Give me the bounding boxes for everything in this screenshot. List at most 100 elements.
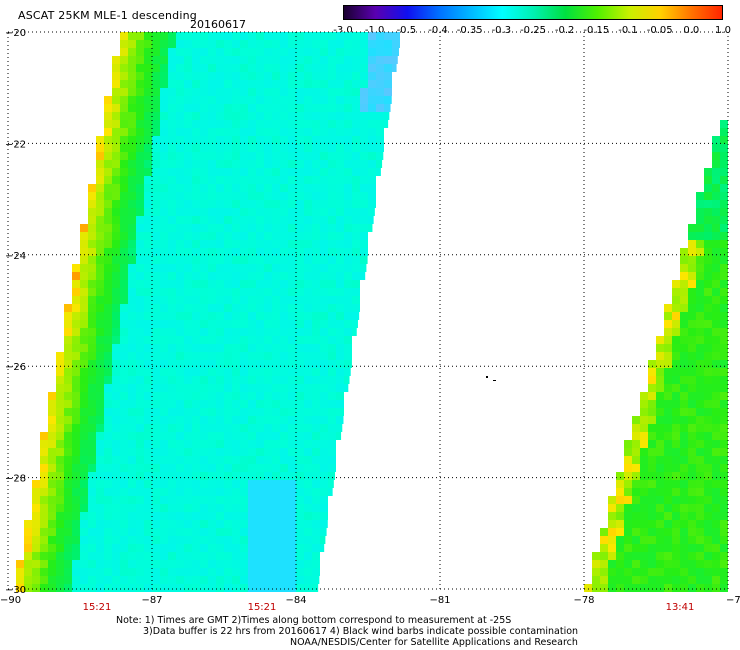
data-cell — [248, 528, 256, 536]
data-cell — [184, 136, 192, 144]
data-cell — [264, 584, 272, 592]
data-cell — [360, 96, 368, 104]
data-cell — [208, 376, 216, 384]
data-cell — [696, 504, 704, 512]
data-cell — [64, 544, 72, 552]
data-cell — [264, 360, 272, 368]
data-cell — [616, 544, 624, 552]
data-cell — [112, 192, 120, 200]
data-cell — [128, 96, 136, 104]
data-cell — [176, 376, 184, 384]
data-cell — [64, 320, 72, 328]
data-cell — [296, 40, 304, 48]
data-cell — [696, 520, 704, 528]
data-cell — [280, 256, 288, 264]
data-cell — [152, 264, 160, 272]
data-cell — [184, 368, 192, 376]
data-cell — [720, 296, 728, 304]
data-cell — [712, 464, 720, 472]
data-cell — [216, 104, 224, 112]
data-cell — [664, 328, 672, 336]
data-cell — [208, 496, 216, 504]
data-cell — [240, 272, 248, 280]
data-cell — [216, 216, 224, 224]
data-cell — [272, 208, 280, 216]
data-cell — [264, 464, 272, 472]
data-cell — [280, 128, 288, 136]
data-cell — [280, 544, 288, 552]
data-cell — [224, 128, 232, 136]
data-cell — [72, 376, 80, 384]
data-cell — [256, 88, 264, 96]
data-cell — [168, 384, 176, 392]
data-cell — [80, 296, 88, 304]
data-cell — [216, 296, 224, 304]
data-cell — [280, 104, 288, 112]
data-cell — [96, 152, 104, 160]
data-cell — [672, 440, 680, 448]
data-cell — [56, 528, 64, 536]
data-cell — [208, 520, 216, 528]
data-cell — [384, 88, 392, 96]
data-cell — [80, 328, 88, 336]
data-cell — [104, 304, 112, 312]
data-cell — [624, 440, 632, 448]
data-cell — [320, 456, 328, 464]
data-cell — [128, 152, 136, 160]
data-cell — [208, 144, 216, 152]
data-cell — [200, 408, 208, 416]
data-cell — [216, 272, 224, 280]
data-cell — [312, 432, 320, 440]
data-cell — [112, 112, 120, 120]
data-cell — [272, 192, 280, 200]
data-cell — [304, 40, 312, 48]
data-cell — [288, 136, 296, 144]
data-cell — [56, 360, 64, 368]
data-cell — [304, 576, 312, 584]
data-cell — [384, 40, 392, 48]
data-cell — [208, 512, 216, 520]
data-cell — [120, 184, 128, 192]
data-cell — [360, 272, 366, 280]
data-cell — [312, 192, 320, 200]
data-cell — [112, 56, 120, 64]
data-cell — [200, 32, 208, 40]
data-cell — [280, 512, 288, 520]
data-cell — [32, 520, 40, 528]
data-cell — [664, 432, 672, 440]
data-cell — [88, 256, 96, 264]
data-cell — [224, 40, 232, 48]
data-cell — [312, 512, 320, 520]
data-cell — [240, 400, 248, 408]
data-cell — [256, 232, 264, 240]
data-cell — [248, 288, 256, 296]
data-cell — [264, 520, 272, 528]
data-cell — [216, 576, 224, 584]
data-cell — [288, 472, 296, 480]
data-cell — [608, 504, 616, 512]
data-cell — [72, 400, 80, 408]
data-cell — [32, 584, 40, 592]
data-cell — [112, 304, 120, 312]
data-cell — [696, 456, 704, 464]
data-cell — [136, 48, 144, 56]
data-cell — [312, 536, 320, 544]
data-cell — [272, 152, 280, 160]
data-cell — [160, 512, 168, 520]
data-cell — [176, 456, 184, 464]
data-cell — [296, 432, 304, 440]
data-cell — [72, 496, 80, 504]
data-cell — [96, 320, 104, 328]
data-cell — [296, 152, 304, 160]
data-cell — [224, 288, 232, 296]
data-cell — [224, 112, 232, 120]
data-cell — [672, 312, 680, 320]
data-cell — [160, 352, 168, 360]
data-cell — [720, 520, 728, 528]
data-cell — [288, 568, 296, 576]
data-cell — [104, 488, 112, 496]
data-cell — [232, 336, 240, 344]
data-cell — [240, 560, 248, 568]
data-cell — [216, 568, 224, 576]
data-cell — [224, 384, 232, 392]
